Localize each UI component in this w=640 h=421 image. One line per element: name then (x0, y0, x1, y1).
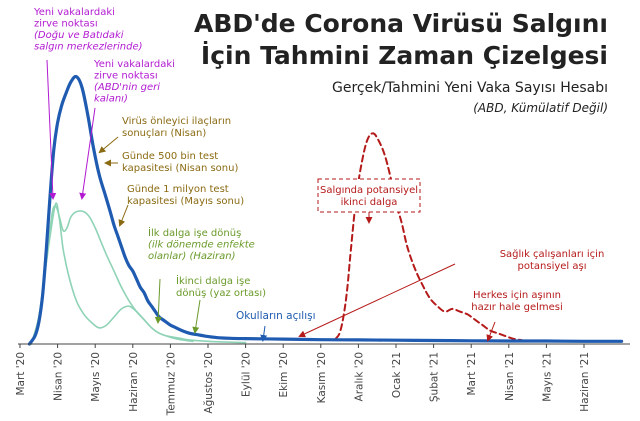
annotation-line: Herkes için aşının (473, 290, 561, 301)
x-tick-label: Temmuz '20 (165, 352, 177, 416)
x-tick-label: Şubat '21 (429, 352, 441, 402)
x-tick-label: Mayıs '21 (541, 352, 553, 402)
annotation-line: Sağlık çalışanları için (500, 248, 605, 260)
annotation-line: Salgında potansiyel (320, 185, 418, 196)
chart-title-line2: İçin Tahmini Zaman Çizelgesi (201, 40, 608, 70)
annotation-line: (Doğu ve Batıdaki (34, 30, 124, 41)
annotation-line: ikinci dalga (341, 197, 398, 208)
arrow-health-vaccine (298, 263, 456, 338)
x-tick-label: Ağustos '20 (203, 352, 215, 414)
second-wave-box (317, 178, 421, 213)
annotation-line: olanlar) (Haziran) (148, 251, 236, 262)
arrow-first-wave-return (154, 278, 162, 324)
annotation-line: zirve noktası (94, 71, 158, 82)
arrow-vaccine-everyone (486, 321, 496, 342)
x-tick-label: Ekim '20 (278, 352, 290, 397)
arrow-peak-rest-us (79, 107, 96, 200)
x-axis-ticks: Mart '20 Nisan '20 Mayıs '20 Haziran '20 Tem… (15, 344, 591, 416)
annotation-line: hazır hale gelmesi (471, 302, 563, 313)
series-line-us-main (27, 74, 624, 346)
x-tick-label: Aralık '20 (353, 352, 365, 401)
annotation-line: (ilk dönemde enfekte (148, 240, 255, 251)
chart-title-line1: ABD'de Corona Virüsü Salgını (194, 9, 608, 38)
annotation-line: Okulların açılışı (236, 310, 316, 322)
annotation-line: kapasitesi (Mayıs sonu) (127, 196, 244, 207)
x-tick-label: Mart '21 (466, 352, 478, 396)
annotation-line: Yeni vakalardaki (93, 59, 175, 70)
x-tick-label: Nisan '21 (504, 352, 516, 401)
x-tick-label: Haziran '20 (128, 352, 140, 412)
annotation-line: dönüş (yaz ortası) (176, 288, 266, 299)
annotation-line: zirve noktası (34, 19, 98, 30)
annotation-line: Günde 500 bin test (122, 151, 218, 162)
arrow-1m-test (118, 204, 129, 227)
annotation-line: sonuçları (Nisan) (122, 128, 206, 139)
series-line-us-secondary (30, 205, 247, 345)
annotation-school-opening: Okulların açılışı (236, 310, 316, 322)
annotation-line: İkinci dalga işe (176, 274, 250, 287)
annotation-line: kalanı) (94, 94, 128, 105)
arrow-school-opening (260, 325, 268, 342)
x-tick-label: Eylül '20 (241, 352, 253, 397)
annotation-line: salgın merkezlerinde) (34, 42, 143, 53)
annotation-arrows (46, 59, 496, 342)
annotation-line: Günde 1 milyon test (127, 184, 229, 195)
arrow-peak-east-west (46, 59, 57, 200)
arrow-antiviral (98, 136, 119, 154)
chart-note: (ABD, Kümülatif Değil) (473, 101, 608, 115)
annotation-line: İlk dalga işe dönüş (148, 226, 241, 239)
annotation-line: (ABD'nin geri (94, 82, 160, 93)
x-tick-label: Haziran '21 (579, 352, 591, 412)
annotation-line: kapasitesi (Nisan sonu) (122, 163, 238, 174)
x-tick-label: Kasım '20 (316, 352, 328, 403)
x-tick-label: Mayıs '20 (90, 352, 102, 402)
annotation-line: Virüs önleyici ilaçların (122, 116, 231, 127)
annotation-first-wave-return: İlk dalga işe dönüş(ilk dönemde enfekteo… (148, 226, 255, 262)
x-tick-label: Nisan '20 (53, 352, 65, 401)
arrow-second-wave-return (192, 299, 201, 334)
annotation-line: potansiyel aşı (518, 261, 587, 272)
x-tick-label: Ocak '21 (391, 352, 403, 398)
annotation-line: Yeni vakalardaki (33, 7, 115, 18)
x-tick-label: Mart '20 (15, 352, 27, 396)
chart-subtitle: Gerçek/Tahmini Yeni Vaka Sayısı Hesabı (332, 80, 608, 96)
